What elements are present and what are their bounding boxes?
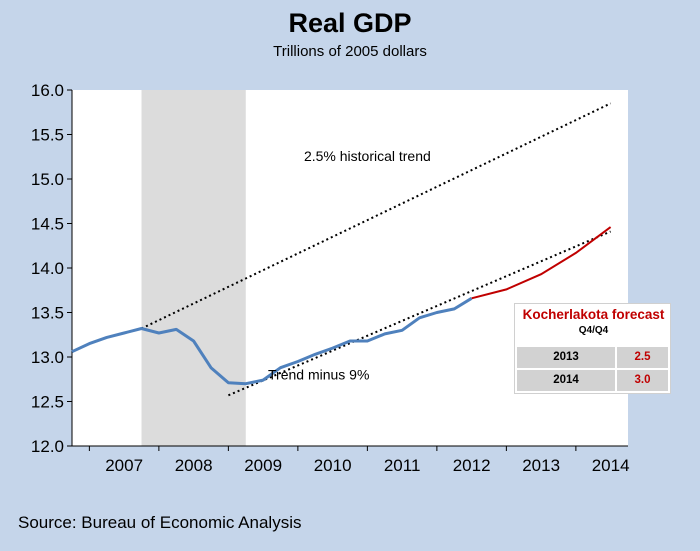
trend-line xyxy=(141,102,612,330)
x-tick-label: 2011 xyxy=(384,456,421,475)
forecast-line xyxy=(471,226,612,300)
y-tick-label: 13.5 xyxy=(31,304,64,323)
forecast-value: 2.5 xyxy=(617,347,668,368)
y-tick-label: 14.5 xyxy=(31,215,64,234)
forecast-row: 2014 3.0 xyxy=(517,370,668,391)
y-tick-label: 15.0 xyxy=(31,170,64,189)
x-tick-label: 2012 xyxy=(453,456,491,475)
x-tick-label: 2014 xyxy=(592,456,630,475)
chart-title: Real GDP xyxy=(288,8,412,38)
x-tick-label: 2007 xyxy=(105,456,143,475)
x-tick-label: 2008 xyxy=(175,456,213,475)
forecast-value: 3.0 xyxy=(617,370,668,391)
forecast-table-title: Kocherlakota forecast xyxy=(522,307,665,322)
x-tick-label: 2009 xyxy=(244,456,282,475)
x-tick-label: 2013 xyxy=(522,456,560,475)
recession-shading xyxy=(141,90,246,446)
forecast-year: 2014 xyxy=(517,370,615,391)
x-tick-label: 2010 xyxy=(314,456,352,475)
trend-minus-9-line xyxy=(228,230,611,397)
forecast-table-subtitle: Q4/Q4 xyxy=(578,325,609,336)
forecast-year: 2013 xyxy=(517,347,615,368)
y-tick-label: 13.0 xyxy=(31,348,64,367)
y-tick-label: 15.5 xyxy=(31,126,64,145)
forecast-row: 2013 2.5 xyxy=(517,347,668,368)
forecast-table: Kocherlakota forecast Q4/Q4 2013 2.5 201… xyxy=(514,303,671,394)
y-tick-label: 12.5 xyxy=(31,393,64,412)
historical-trend-label: 2.5% historical trend xyxy=(304,148,431,164)
source-note: Source: Bureau of Economic Analysis xyxy=(18,513,302,532)
y-tick-label: 16.0 xyxy=(31,81,64,100)
y-tick-label: 14.0 xyxy=(31,259,64,278)
trend-minus-label: Trend minus 9% xyxy=(268,366,369,382)
y-tick-label: 12.0 xyxy=(31,437,64,456)
actual-gdp-line xyxy=(71,297,473,386)
chart-subtitle: Trillions of 2005 dollars xyxy=(273,43,427,60)
